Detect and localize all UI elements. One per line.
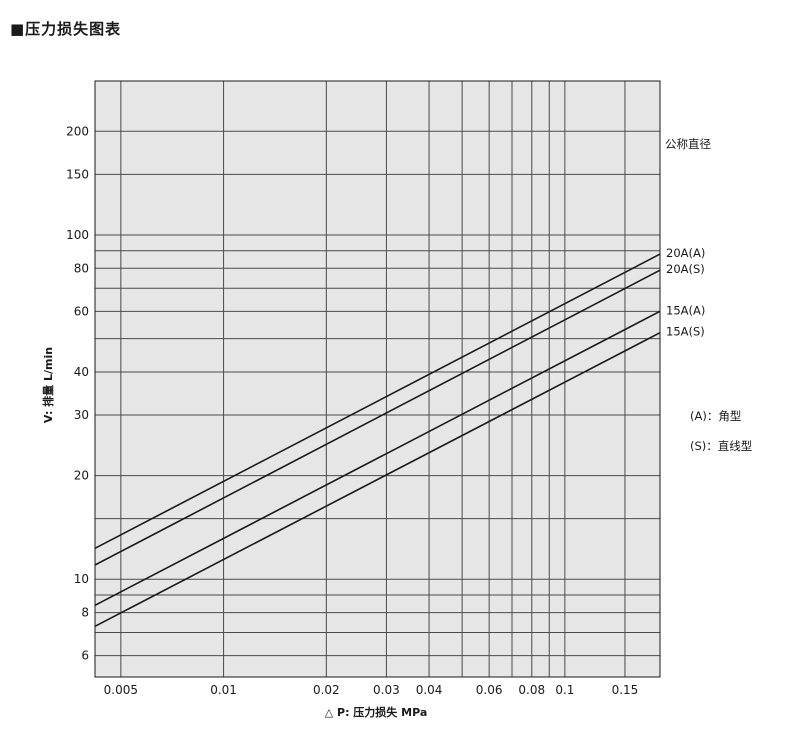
x-axis-label: △ P: 压力损失 MPa — [325, 705, 428, 719]
series-lines — [94, 253, 661, 628]
series-label: 15A(S) — [666, 325, 705, 339]
y-axis-label: V: 排量 L/min — [41, 347, 55, 423]
y-tick-label: 30 — [74, 408, 89, 422]
series-label: 15A(A) — [666, 303, 705, 317]
y-tick-label: 100 — [66, 228, 89, 242]
series-label: 20A(A) — [666, 246, 705, 260]
series-label: 20A(S) — [666, 262, 705, 276]
y-tick-label: 10 — [74, 572, 89, 586]
y-tick-label: 150 — [66, 167, 89, 181]
series-line — [94, 253, 661, 550]
y-tick-label: 6 — [81, 649, 89, 663]
x-tick-labels: 0.005 0.01 0.02 0.03 0.04 0.06 0.08 0.1 0.15 — [104, 683, 639, 697]
y-tick-labels: 6 8 10 20 30 40 60 80 100 150 200 — [66, 124, 89, 662]
x-tick-label: 0.01 — [210, 683, 237, 697]
x-tick-label: 0.04 — [416, 683, 443, 697]
x-tick-label: 0.15 — [612, 683, 639, 697]
x-tick-label: 0.06 — [476, 683, 503, 697]
y-tick-label: 60 — [74, 304, 89, 318]
y-tick-label: 20 — [74, 469, 89, 483]
chart-title: ■压力损失图表 — [10, 20, 122, 38]
series-line — [94, 331, 661, 628]
x-tick-label: 0.08 — [518, 683, 545, 697]
x-tick-label: 0.02 — [313, 683, 340, 697]
legend-note-straight: (S)：直线型 — [690, 439, 752, 453]
plot-area — [95, 81, 660, 677]
size-label: 公称直径 — [665, 137, 711, 151]
y-tick-label: 8 — [81, 606, 89, 620]
series-labels: 20A(A) 20A(S) 15A(A) 15A(S) — [666, 246, 705, 339]
x-tick-label: 0.005 — [104, 683, 138, 697]
plot-frame — [94, 80, 661, 678]
y-tick-label: 80 — [74, 261, 89, 275]
x-tick-label: 0.1 — [555, 683, 574, 697]
legend-note-angle: (A)：角型 — [690, 409, 741, 423]
series-line — [94, 269, 661, 566]
y-tick-label: 40 — [74, 365, 89, 379]
series-line — [94, 310, 661, 607]
x-tick-label: 0.03 — [373, 683, 400, 697]
grid-lines — [95, 81, 660, 677]
y-tick-label: 200 — [66, 124, 89, 138]
